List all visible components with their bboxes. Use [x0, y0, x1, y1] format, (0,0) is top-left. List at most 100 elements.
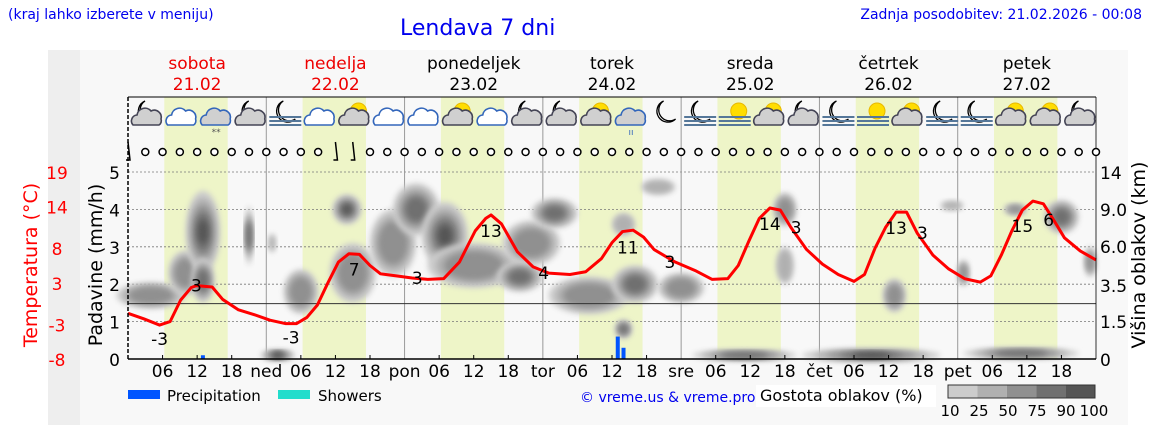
x-hour-label: 06 [290, 362, 312, 382]
temperature-tick-label: 19 [46, 164, 68, 184]
moon-cloud-icon [234, 100, 266, 126]
calm-wind-icon [158, 147, 167, 157]
day-name: sreda [727, 54, 774, 74]
cloud-density-region [269, 235, 276, 251]
cloud-density-legend-title: Gostota oblakov (%) [760, 386, 923, 405]
precip-tick-label: 1 [109, 314, 120, 334]
temperature-label: 6 [1043, 211, 1054, 231]
moon-cloud-icon [1064, 100, 1096, 126]
calm-wind-icon [694, 147, 703, 157]
calm-wind-icon [452, 147, 461, 157]
rain-mark: ıı [629, 128, 634, 138]
calm-wind-icon [849, 147, 859, 157]
cloud-shape [994, 107, 1027, 126]
calm-wind-icon [797, 147, 807, 157]
calm-wind-icon [607, 147, 617, 157]
cloud-shape [580, 107, 612, 126]
cloud-density-region [198, 220, 208, 244]
calm-wind-icon [642, 147, 651, 157]
calm-wind-icon [400, 147, 409, 157]
calm-wind-icon [486, 147, 496, 157]
calm-wind-icon [279, 147, 288, 157]
cloud-snow-icon: ** [199, 107, 232, 138]
calm-wind-icon [434, 147, 444, 157]
temperature-tick-label: -8 [49, 351, 66, 371]
sun-cloud-icon [891, 102, 923, 126]
day-date: 23.02 [449, 75, 498, 95]
moon-icon [656, 100, 677, 123]
precipitation-bar [615, 336, 620, 359]
calm-wind-icon [953, 147, 962, 157]
calm-wind-icon [1074, 147, 1083, 157]
temperature-label: 3 [791, 218, 802, 238]
cloud-density-region [666, 278, 696, 298]
cloud-density-region [438, 226, 452, 246]
calm-wind-icon [538, 147, 548, 157]
cloud-density-region [563, 283, 615, 308]
day-date: 21.02 [173, 75, 222, 95]
moon-fog-icon [684, 100, 717, 126]
moon-shape [690, 100, 711, 123]
x-hour-label: 18 [636, 362, 658, 382]
density-scale-frame [947, 384, 1096, 399]
cloud-density-region [378, 221, 408, 265]
cloud-shape [510, 107, 543, 126]
cloud-shape [891, 107, 923, 126]
calm-wind-icon [780, 147, 790, 157]
calm-wind-icon [573, 147, 582, 157]
wind-barb-icon [126, 141, 131, 161]
cloud-shape [1029, 107, 1061, 126]
temperature-label: -3 [151, 330, 168, 350]
cloud-shape [441, 107, 474, 126]
day-date: 26.02 [864, 75, 913, 95]
calm-wind-icon [1057, 147, 1066, 157]
x-hour-label: 18 [221, 362, 243, 382]
calm-wind-icon [815, 147, 824, 157]
x-day-label: čet [806, 362, 833, 382]
temperature-label: 13 [480, 222, 502, 242]
cloud-density-region [994, 350, 1048, 357]
precip-tick-label: 3 [109, 239, 120, 259]
x-day-label: pon [389, 362, 421, 382]
calm-wind-icon [970, 147, 980, 157]
daylight-band [717, 97, 781, 359]
temp-axis-strip [48, 50, 80, 425]
calm-wind-icon [296, 147, 306, 157]
calm-wind-icon [469, 147, 478, 157]
cloud-shape [338, 107, 370, 126]
cloud-density-region [337, 253, 368, 293]
cloud-density-region [512, 228, 550, 258]
temperature-label: 11 [617, 239, 639, 259]
location-hint[interactable]: (kraj lahko izberete v meniju) [8, 7, 214, 23]
moon-fog-icon [269, 100, 302, 126]
sun-cloud-icon [994, 102, 1027, 126]
moon-cloud-icon [130, 100, 163, 126]
calm-wind-icon [728, 147, 738, 157]
calm-wind-icon [1091, 147, 1101, 157]
cloud-density-region [624, 275, 646, 293]
cloud-density-region [405, 197, 427, 222]
calm-wind-icon [1022, 147, 1032, 157]
cloud-shape [787, 107, 819, 126]
showers-legend-swatch [278, 390, 310, 399]
moon-fog-icon [926, 100, 959, 126]
density-scale-swatch [1065, 385, 1095, 398]
x-hour-label: 12 [739, 362, 761, 382]
x-day-label: ned [250, 362, 282, 382]
moon-shape [967, 100, 988, 123]
calm-wind-icon [383, 147, 392, 157]
cloud-density-region [444, 251, 504, 280]
day-name: ponedeljek [427, 54, 521, 74]
temperature-label: 3 [412, 269, 423, 289]
x-hour-label: 06 [567, 362, 589, 382]
temperature-label: -3 [283, 329, 300, 349]
calm-wind-icon [262, 147, 271, 157]
daylight-band [302, 97, 366, 359]
moon-fog-icon [822, 100, 855, 126]
wind-barb-icon [333, 141, 339, 161]
density-scale-swatch [1006, 385, 1037, 398]
day-date: 27.02 [1003, 75, 1052, 95]
day-date: 22.02 [311, 75, 360, 95]
x-hour-label: 06 [705, 362, 727, 382]
